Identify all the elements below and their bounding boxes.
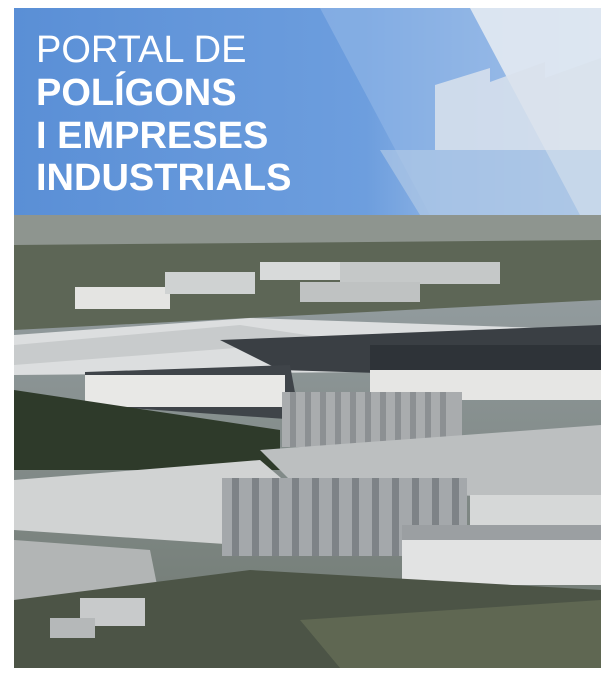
aerial-photo bbox=[14, 215, 601, 668]
title-line: I EMPRESES bbox=[36, 115, 268, 157]
title-line: PORTAL DE bbox=[36, 29, 246, 71]
header-panel: PORTAL DE POLÍGONS I EMPRESES INDUSTRIAL… bbox=[14, 8, 601, 215]
title-line: INDUSTRIALS bbox=[36, 157, 291, 199]
title-line: POLÍGONS bbox=[36, 70, 237, 114]
page: PORTAL DE POLÍGONS I EMPRESES INDUSTRIAL… bbox=[0, 0, 601, 678]
banner: PORTAL DE POLÍGONS I EMPRESES INDUSTRIAL… bbox=[0, 0, 601, 678]
